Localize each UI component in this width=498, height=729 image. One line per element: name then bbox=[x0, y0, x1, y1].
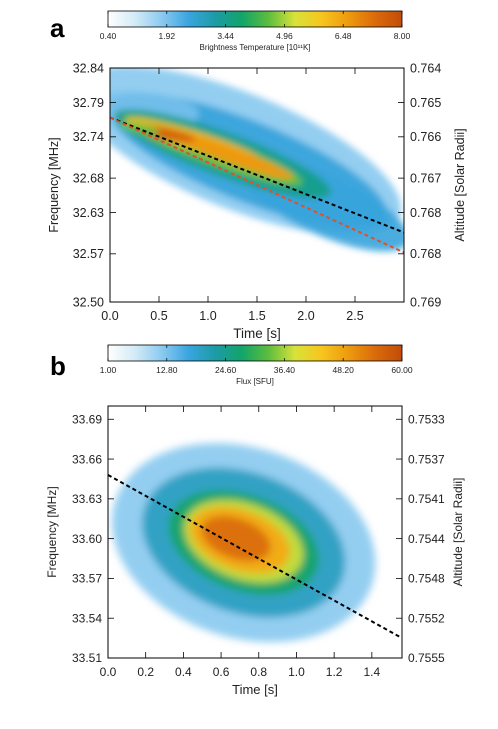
panel-b-y2-tick-label: 0.7537 bbox=[408, 452, 445, 466]
panel-b-y-tick-label: 33.54 bbox=[72, 611, 102, 625]
panel-b-y2-tick-label: 0.7541 bbox=[408, 492, 445, 506]
panel-b-heatmap: 0.0 0.2 0.4 0.6 0.8 1.0 1.2 1.4 33.51 0.7555 33.54… bbox=[45, 405, 465, 697]
panel-a-colorbar-scale bbox=[107, 10, 403, 28]
panel-a-y-tick-label: 32.79 bbox=[73, 96, 104, 110]
panel-b-colorbar: 1.00 12.80 24.60 36.40 48.20 60.00 Flux [SFU] bbox=[100, 344, 413, 386]
panel-b-x-tick-label: 0.8 bbox=[250, 665, 267, 679]
panel-a-colorbar-tick-label: 3.44 bbox=[217, 31, 234, 41]
panel-a-y2-tick-label: 0.769 bbox=[410, 295, 441, 309]
panel-b-y-tick-label: 33.60 bbox=[72, 532, 102, 546]
panel-a-colorbar-tick-label: 8.00 bbox=[394, 31, 411, 41]
panel-b-colorbar-tick-label: 24.60 bbox=[215, 365, 237, 375]
panel-b-colorbar-tick-label: 60.00 bbox=[391, 365, 413, 375]
panel-b-colorbar-label: Flux [SFU] bbox=[236, 377, 274, 386]
panel-b-intensity-blob bbox=[201, 516, 271, 562]
panel-b-x-tick-label: 0.0 bbox=[100, 665, 117, 679]
panel-b-y2-tick-label: 0.7552 bbox=[408, 611, 445, 625]
panel-a-intensity-blob bbox=[161, 128, 294, 180]
panel-a-drift-line-1 bbox=[110, 116, 404, 234]
panel-a-intensity-field bbox=[110, 68, 404, 252]
panel-a-colorbar: 0.40 1.92 3.44 4.96 6.48 8.00 Brightness Tempe… bbox=[100, 10, 411, 52]
panel-a-colorbar-tick-label: 1.92 bbox=[159, 31, 176, 41]
panel-b-plot-frame bbox=[107, 405, 403, 659]
panel-b-colorbar-tick-label: 1.00 bbox=[100, 365, 117, 375]
panel-b-colorbar-tick-label: 12.80 bbox=[156, 365, 178, 375]
panel-b-y-tick-label: 33.69 bbox=[72, 412, 102, 426]
panel-a-y-tick-label: 32.84 bbox=[73, 61, 104, 75]
panel-a-colorbar-tick-label: 6.48 bbox=[335, 31, 352, 41]
panel-a-heatmap: 0.0 0.5 1.0 1.5 2.0 2.5 32.50 0.769 32.57 0.768 32… bbox=[47, 61, 467, 341]
panel-a-colorbar-tick-label: 0.40 bbox=[100, 31, 117, 41]
panel-a-x-tick-label: 0.5 bbox=[150, 309, 167, 323]
panel-a-y-tick-label: 32.68 bbox=[73, 171, 104, 185]
panel-a-x-tick-label: 1.0 bbox=[199, 309, 216, 323]
panel-a-y2-tick-label: 0.768 bbox=[410, 206, 441, 220]
panel-a-y2-tick-label: 0.766 bbox=[410, 130, 441, 144]
panel-a-x-tick-label: 1.5 bbox=[248, 309, 265, 323]
panel-b-colorbar-tick-label: 36.40 bbox=[274, 365, 296, 375]
panel-b-x-axis-label: Time [s] bbox=[232, 682, 278, 697]
panel-b-y-tick-label: 33.66 bbox=[72, 452, 102, 466]
panel-b-y-tick-label: 33.51 bbox=[72, 651, 102, 665]
panel-a-x-tick-label: 2.5 bbox=[346, 309, 363, 323]
panel-a-x-tick-label: 2.0 bbox=[297, 309, 314, 323]
panel-a-y2-tick-label: 0.764 bbox=[410, 61, 441, 75]
panel-a-colorbar-label: Brightness Temperature [10¹¹K] bbox=[199, 43, 310, 52]
panel-a-y-tick-label: 32.74 bbox=[73, 130, 104, 144]
panel-b-y-axis-label: Frequency [MHz] bbox=[45, 486, 59, 577]
panel-b-y2-tick-label: 0.7548 bbox=[408, 572, 445, 586]
panel-b-colorbar-tick-label: 48.20 bbox=[333, 365, 355, 375]
panel-a-y-tick-label: 32.50 bbox=[73, 295, 104, 309]
panel-b-drift-line-1 bbox=[108, 474, 402, 639]
panel-b-y-tick-label: 33.63 bbox=[72, 492, 102, 506]
panel-a-y-tick-label: 32.57 bbox=[73, 247, 104, 261]
panel-a-y2-axis-label: Altitude [Solar Radii] bbox=[453, 128, 467, 241]
panel-b-x-tick-label: 1.0 bbox=[288, 665, 305, 679]
panel-a-letter: a bbox=[50, 13, 65, 43]
panel-b-colorbar-scale bbox=[107, 344, 403, 362]
panel-b-x-tick-label: 1.2 bbox=[326, 665, 343, 679]
panel-b-y2-tick-label: 0.7533 bbox=[408, 412, 445, 426]
panel-a-drift-line-2 bbox=[110, 116, 404, 254]
panel-b-x-tick-label: 0.2 bbox=[137, 665, 154, 679]
panel-b-y2-axis-label: Altitude [Solar Radii] bbox=[451, 478, 465, 587]
panel-a-y2-tick-label: 0.767 bbox=[410, 171, 441, 185]
panel-b-x-tick-label: 0.6 bbox=[213, 665, 230, 679]
panel-b-y2-tick-label: 0.7555 bbox=[408, 651, 445, 665]
panel-b-letter: b bbox=[50, 351, 66, 381]
panel-b-x-tick-label: 0.4 bbox=[175, 665, 192, 679]
panel-a-y2-tick-label: 0.765 bbox=[410, 96, 441, 110]
panel-b-y-tick-label: 33.57 bbox=[72, 572, 102, 586]
panel-b-x-tick-label: 1.4 bbox=[364, 665, 381, 679]
panel-a-colorbar-tick-label: 4.96 bbox=[276, 31, 293, 41]
panel-b-intensity-field bbox=[111, 443, 376, 643]
panel-a-x-axis-label: Time [s] bbox=[233, 326, 281, 341]
panel-b-y2-tick-label: 0.7544 bbox=[408, 532, 445, 546]
panel-a-y-tick-label: 32.63 bbox=[73, 206, 104, 220]
panel-a-y-axis-label: Frequency [MHz] bbox=[47, 137, 61, 232]
panel-a-x-tick-label: 0.0 bbox=[101, 309, 118, 323]
panel-a-y2-tick-label: 0.768 bbox=[410, 247, 441, 261]
